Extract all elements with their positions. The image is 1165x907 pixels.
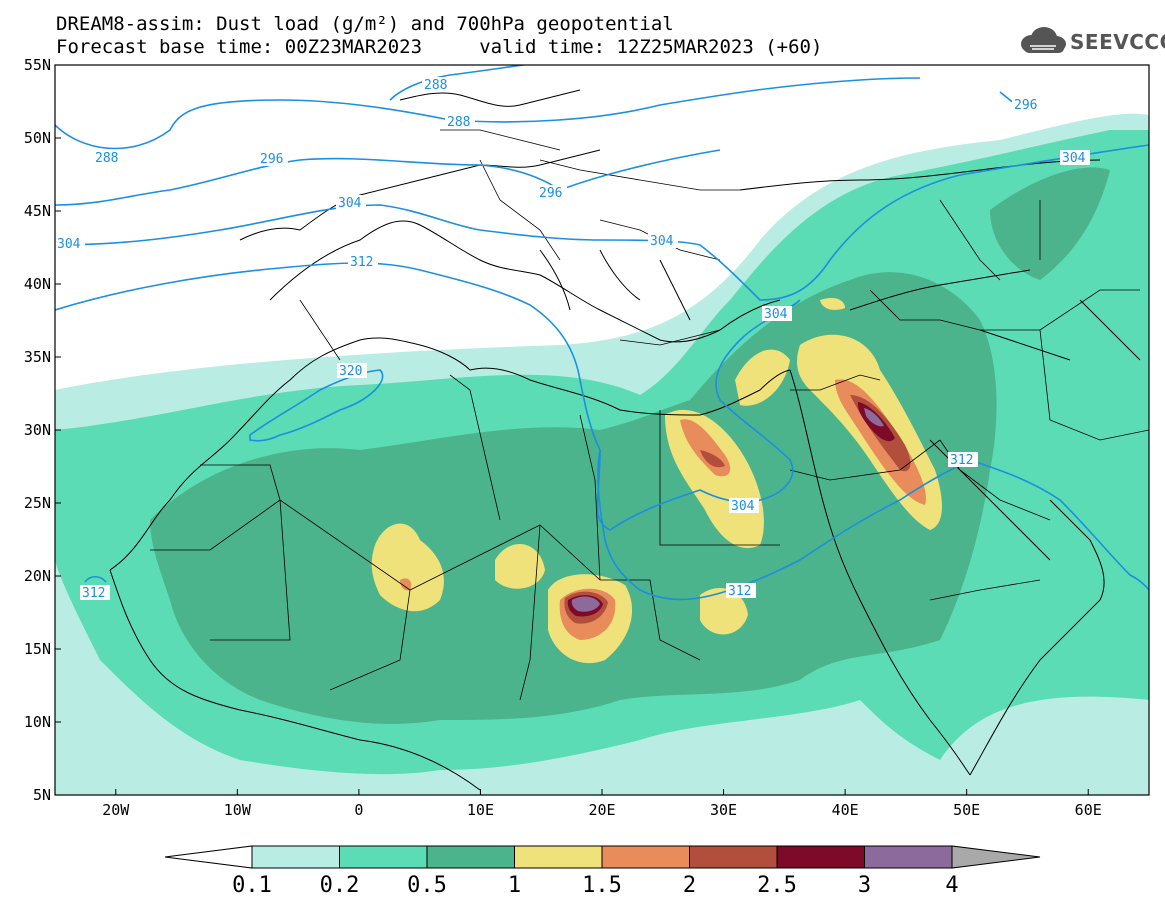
colorbar-arrow-high	[951, 845, 1041, 869]
colorbar-tick-label: 4	[945, 873, 958, 898]
longitude-tick-label: 20W	[102, 801, 130, 819]
coastlines	[109, 89, 1141, 791]
country-borders	[150, 129, 1149, 701]
colorbar-arrow-low	[164, 845, 253, 869]
colorbar-swatch	[426, 845, 515, 869]
logo-label: SEEVCCC	[1070, 30, 1165, 54]
longitude-tick-label: 30E	[710, 801, 737, 819]
colorbar-tick-label: 1.5	[582, 873, 622, 898]
contour-label: 312	[82, 586, 105, 601]
latitude-tick-label: 50N	[24, 129, 51, 147]
contour-label: 304	[764, 307, 788, 322]
contour-label: 288	[424, 78, 447, 93]
contour-label: 304	[1062, 151, 1086, 166]
longitude-tick-label: 20E	[588, 801, 615, 819]
dust-field	[55, 113, 1149, 795]
latitude-tick-label: 55N	[24, 56, 51, 74]
contour-label: 312	[728, 584, 751, 599]
colorbar-tick-label: 0.5	[407, 873, 447, 898]
colorbar-swatch	[339, 845, 428, 869]
contour-label: 296	[539, 186, 562, 201]
latitude-tick-label: 20N	[24, 567, 51, 585]
colorbar-tick-label: 0.2	[320, 873, 360, 898]
longitude-tick-label: 0	[354, 801, 363, 819]
contour-label: 288	[95, 151, 118, 166]
colorbar-swatch	[601, 845, 690, 869]
colorbar-tick-label: 3	[858, 873, 871, 898]
latitude-tick-label: 5N	[33, 786, 51, 804]
contour-label: 304	[650, 234, 674, 249]
longitude-tick-label: 60E	[1075, 801, 1102, 819]
contour-label: 312	[950, 453, 973, 468]
colorbar-swatch	[689, 845, 778, 869]
colorbar-swatch	[251, 845, 340, 869]
latitude-labels: 55N 50N 45N 40N 35N 30N 25N 20N 15N 10N 5N	[24, 56, 61, 804]
cloud-icon	[1021, 27, 1066, 53]
contour-labels: 288 288 288 296 296 296 304 304 304 304 …	[55, 77, 1090, 601]
longitude-labels: 20W 10W 0 10E 20E 30E 40E 50E 60E	[102, 789, 1102, 819]
contour-label: 320	[339, 364, 362, 379]
contour-label: 304	[731, 499, 755, 514]
contour-label: 296	[1014, 98, 1037, 113]
colorbar: 0.1 0.2 0.5 1 1.5 2 2.5 3 4	[164, 845, 1041, 898]
seevccc-logo: SEEVCCC	[1018, 24, 1165, 58]
colorbar-tick-label: 2	[683, 873, 696, 898]
latitude-tick-label: 35N	[24, 348, 51, 366]
colorbar-tick-label: 0.1	[232, 873, 272, 898]
latitude-tick-label: 40N	[24, 275, 51, 293]
contour-label: 312	[350, 255, 373, 270]
colorbar-tick-label: 1	[508, 873, 521, 898]
latitude-tick-label: 45N	[24, 202, 51, 220]
colorbar-swatch	[864, 845, 953, 869]
forecast-time-line: Forecast base time: 00Z23MAR2023 valid t…	[56, 36, 823, 58]
colorbar-swatch	[776, 845, 865, 869]
latitude-tick-label: 15N	[24, 640, 51, 658]
latitude-tick-label: 30N	[24, 421, 51, 439]
latitude-tick-label: 10N	[24, 713, 51, 731]
longitude-tick-label: 10W	[224, 801, 252, 819]
longitude-tick-label: 50E	[953, 801, 980, 819]
longitude-tick-label: 10E	[467, 801, 494, 819]
colorbar-swatch	[514, 845, 603, 869]
contour-label: 296	[260, 152, 283, 167]
latitude-tick-label: 25N	[24, 494, 51, 512]
colorbar-tick-label: 2.5	[757, 873, 797, 898]
contour-label: 304	[57, 237, 81, 252]
longitude-tick-label: 40E	[832, 801, 859, 819]
map-title: DREAM8-assim: Dust load (g/m²) and 700hP…	[56, 13, 674, 35]
contour-label: 304	[338, 196, 362, 211]
contour-label: 288	[447, 115, 470, 130]
